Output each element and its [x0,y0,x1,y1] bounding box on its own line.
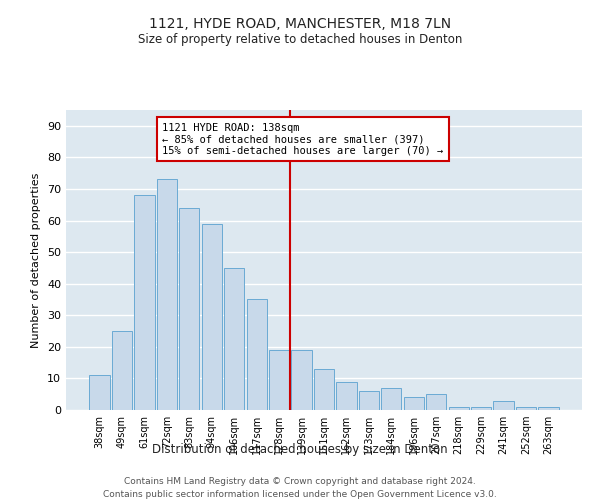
Text: 1121 HYDE ROAD: 138sqm
← 85% of detached houses are smaller (397)
15% of semi-de: 1121 HYDE ROAD: 138sqm ← 85% of detached… [163,122,443,156]
Bar [224,268,244,410]
Bar [292,350,311,410]
Y-axis label: Number of detached properties: Number of detached properties [31,172,41,348]
Bar [493,400,514,410]
Bar [202,224,222,410]
Text: Distribution of detached houses by size in Denton: Distribution of detached houses by size … [152,442,448,456]
Bar [337,382,356,410]
Text: Size of property relative to detached houses in Denton: Size of property relative to detached ho… [138,32,462,46]
Bar [404,398,424,410]
Bar [269,350,289,410]
Bar [157,180,177,410]
Text: 1121, HYDE ROAD, MANCHESTER, M18 7LN: 1121, HYDE ROAD, MANCHESTER, M18 7LN [149,18,451,32]
Bar [134,196,155,410]
Bar [314,369,334,410]
Bar [426,394,446,410]
Bar [179,208,199,410]
Text: Contains HM Land Registry data © Crown copyright and database right 2024.: Contains HM Land Registry data © Crown c… [124,478,476,486]
Bar [471,407,491,410]
Text: Contains public sector information licensed under the Open Government Licence v3: Contains public sector information licen… [103,490,497,499]
Bar [89,376,110,410]
Bar [381,388,401,410]
Bar [449,407,469,410]
Bar [247,300,267,410]
Bar [359,391,379,410]
Bar [112,331,132,410]
Bar [516,407,536,410]
Bar [538,407,559,410]
